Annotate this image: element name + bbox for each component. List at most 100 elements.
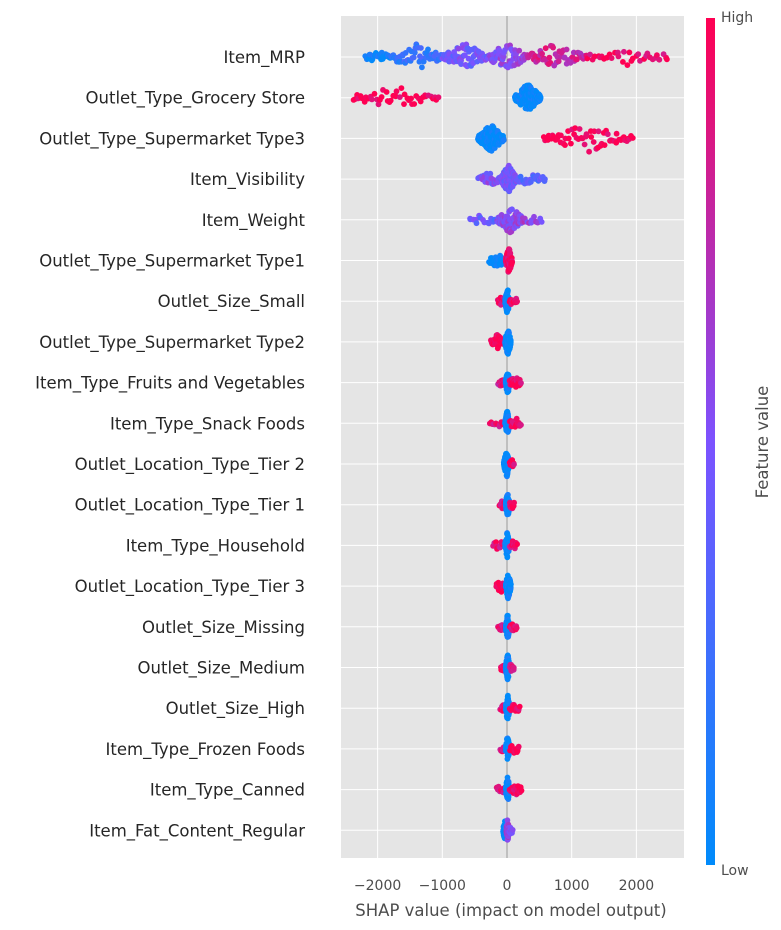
shap-point — [539, 50, 545, 57]
plot-area — [341, 16, 684, 858]
shap-point — [509, 827, 516, 833]
feature-label: Outlet_Type_Supermarket Type2 — [39, 333, 305, 353]
shap-point — [518, 787, 525, 794]
shap-point — [615, 53, 622, 60]
shap-point — [513, 625, 520, 631]
colorbar: High Low Feature value — [706, 10, 772, 879]
shap-point — [581, 141, 588, 148]
shap-point — [574, 56, 580, 63]
shap-point — [654, 52, 660, 59]
shap-point — [562, 142, 568, 149]
shap-point — [509, 206, 515, 213]
shap-point — [417, 98, 424, 105]
feature-label: Item_Weight — [202, 211, 306, 231]
shap-point — [550, 44, 556, 51]
shap-point — [613, 130, 620, 137]
shap-point — [411, 101, 418, 107]
x-axis-title: SHAP value (impact on model output) — [355, 901, 666, 920]
shap-point — [510, 664, 517, 671]
shap-point — [572, 125, 578, 131]
shap-point — [473, 220, 480, 227]
shap-point — [504, 554, 511, 561]
shap-point — [516, 703, 523, 710]
shap-point — [433, 51, 439, 57]
shap-point — [656, 56, 663, 63]
shap-point — [555, 58, 562, 65]
shap-point — [620, 59, 626, 65]
shap-point — [487, 170, 494, 177]
shap-point — [507, 581, 514, 588]
x-tick-label: 0 — [503, 878, 512, 894]
shap-point — [425, 46, 431, 53]
shap-point — [418, 45, 424, 51]
shap-point — [537, 94, 544, 101]
shap-point — [626, 49, 633, 56]
shap-point — [505, 287, 511, 294]
shap-point — [408, 95, 414, 102]
shap-point — [531, 213, 537, 220]
feature-label: Item_Type_Canned — [150, 781, 305, 801]
shap-point — [576, 126, 583, 132]
shap-point — [495, 343, 502, 350]
colorbar-gradient — [706, 18, 715, 865]
shap-point — [419, 64, 425, 71]
shap-point — [586, 148, 592, 155]
colorbar-title: Feature value — [753, 386, 772, 499]
shap-point — [595, 128, 602, 135]
colorbar-low-label: Low — [721, 863, 749, 879]
shap-point — [591, 128, 598, 135]
feature-label: Outlet_Size_Missing — [142, 618, 305, 638]
colorbar-high-label: High — [721, 10, 753, 26]
shap-point — [511, 461, 517, 468]
shap-point — [455, 45, 462, 52]
shap-point — [518, 380, 524, 386]
x-tick-label: 1000 — [554, 878, 590, 894]
shap-point — [542, 45, 549, 52]
shap-point — [401, 101, 407, 107]
feature-label: Item_Fat_Content_Regular — [89, 821, 305, 841]
feature-label: Outlet_Type_Supermarket Type1 — [39, 252, 305, 272]
feature-label: Outlet_Location_Type_Tier 3 — [75, 577, 305, 597]
shap-point — [629, 135, 636, 141]
feature-label: Item_Type_Frozen Foods — [106, 740, 305, 760]
shap-point — [664, 56, 670, 63]
x-tick-label: −2000 — [354, 878, 401, 894]
feature-label: Item_Type_Fruits and Vegetables — [35, 374, 305, 394]
feature-label: Outlet_Size_Medium — [138, 659, 305, 679]
shap-point — [435, 94, 442, 101]
feature-label: Outlet_Location_Type_Tier 1 — [75, 496, 305, 516]
shap-point — [398, 85, 405, 91]
labels-layer: Item_MRP Outlet_Type_Grocery Store Outlet_… — [35, 48, 305, 841]
shap-point — [516, 47, 523, 54]
shap-point — [608, 55, 615, 61]
shap-point — [493, 539, 499, 545]
shap-point — [517, 173, 524, 180]
shap-point — [500, 137, 507, 144]
shap-point — [378, 94, 385, 100]
shap-point — [462, 52, 468, 59]
x-tick-label: −1000 — [419, 878, 466, 894]
shap-point — [505, 612, 511, 619]
shap-point — [371, 90, 378, 97]
shap-point — [458, 61, 464, 67]
feature-label: Outlet_Type_Supermarket Type3 — [39, 129, 305, 149]
feature-label: Item_Visibility — [190, 170, 305, 190]
shap-point — [590, 139, 597, 145]
shap-point — [410, 54, 417, 61]
shap-point — [387, 97, 394, 104]
shap-point — [514, 541, 520, 548]
shap-point — [515, 743, 522, 750]
feature-label: Outlet_Size_High — [166, 699, 305, 719]
shap-point — [509, 259, 515, 266]
shap-point — [528, 179, 534, 185]
shap-point — [542, 176, 548, 183]
feature-label: Item_Type_Household — [126, 536, 305, 556]
shap-point — [601, 142, 608, 149]
shap-point — [563, 46, 570, 53]
shap-point — [558, 132, 564, 139]
shap-point — [604, 131, 611, 138]
shap-point — [393, 88, 400, 95]
feature-label: Outlet_Location_Type_Tier 2 — [75, 455, 305, 475]
shap-point — [624, 62, 631, 68]
